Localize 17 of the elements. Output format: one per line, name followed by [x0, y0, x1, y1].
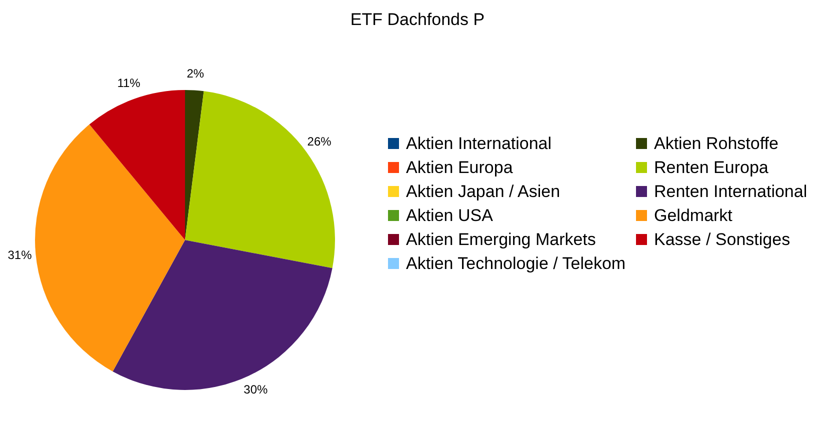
data-label: 31% [8, 248, 32, 262]
legend-label: Kasse / Sonstiges [654, 229, 790, 251]
legend-label: Renten International [654, 181, 808, 203]
legend-label: Aktien USA [406, 205, 493, 227]
legend-label: Aktien International [406, 133, 552, 155]
legend-label: Aktien Japan / Asien [406, 181, 560, 203]
legend-label: Aktien Rohstoffe [654, 133, 778, 155]
legend-label: Geldmarkt [654, 205, 732, 227]
data-label: 11% [117, 76, 141, 90]
data-label: 2% [186, 66, 204, 81]
data-label: 26% [307, 134, 332, 149]
legend-label: Aktien Europa [406, 157, 513, 179]
data-label: 30% [244, 382, 268, 397]
chart-title: ETF Dachfonds P [349, 10, 486, 30]
legend-label: Aktien Emerging Markets [406, 229, 596, 251]
legend-label: Aktien Technologie / Telekom [406, 253, 626, 275]
legend-label: Renten Europa [654, 157, 768, 179]
